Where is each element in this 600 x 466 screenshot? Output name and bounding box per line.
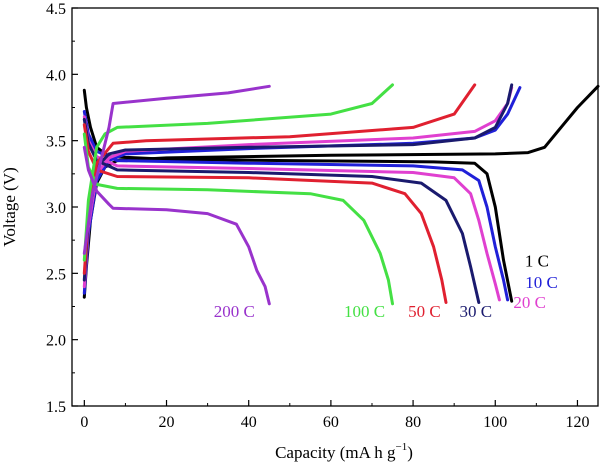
x-axis-label: Capacity (mA h g−1) (275, 441, 413, 462)
charge-curve-1c (82, 84, 600, 299)
x-tick-label: 60 (323, 414, 339, 431)
charge-curve-100c (82, 83, 394, 262)
discharge-curve-100c (82, 132, 394, 306)
series-100c (82, 83, 394, 306)
rate-label-50c: 50 C (408, 302, 441, 321)
annotation-layer: 1 C 10 C20 C 30 C 50 C 100 C 200 C (214, 252, 558, 321)
x-axis-label-superscript: −1 (396, 441, 408, 453)
discharge-curve-200c (82, 145, 271, 306)
plot-frame (71, 7, 599, 407)
discharge-curve-30c (82, 117, 481, 304)
rate-label-1c: 1 C (525, 252, 549, 271)
x-axis-label-close: ) (407, 443, 413, 462)
rate-label-30c: 30 C (460, 302, 493, 321)
x-tick-label: 40 (241, 414, 257, 431)
y-tick-label: 2.5 (46, 266, 66, 283)
series-200c (82, 84, 271, 306)
series-1c (82, 84, 600, 303)
x-axis-label-main: Capacity (mA h g (275, 443, 396, 462)
axis-ticks: 0 20 40 60 80 100 120 1.5 2.0 2.5 3.0 3.5 4.0 4.5 (46, 1, 589, 431)
x-tick-label: 20 (159, 414, 175, 431)
y-tick-label: 2.0 (46, 333, 66, 350)
discharge-curve-1c (82, 88, 514, 303)
y-tick-label: 4.0 (46, 67, 66, 84)
x-tick-label: 0 (80, 414, 88, 431)
rate-label-100c: 100 C (344, 302, 385, 321)
series-layer (82, 83, 600, 306)
rate-label-10c: 10 C (525, 273, 558, 292)
y-tick-label: 3.0 (46, 200, 66, 217)
x-tick-label: 100 (483, 414, 507, 431)
y-tick-label: 1.5 (46, 399, 66, 416)
y-axis-label: Voltage (V) (0, 167, 19, 246)
x-tick-label: 120 (565, 414, 589, 431)
y-tick-label: 4.5 (46, 1, 66, 18)
y-tick-label: 3.5 (46, 134, 66, 151)
charge-curve-30c (82, 83, 514, 282)
x-tick-label: 80 (405, 414, 421, 431)
charge-curve-200c (82, 84, 271, 255)
rate-label-200c: 200 C (214, 302, 255, 321)
rate-label-20c: 20 C (513, 293, 546, 312)
